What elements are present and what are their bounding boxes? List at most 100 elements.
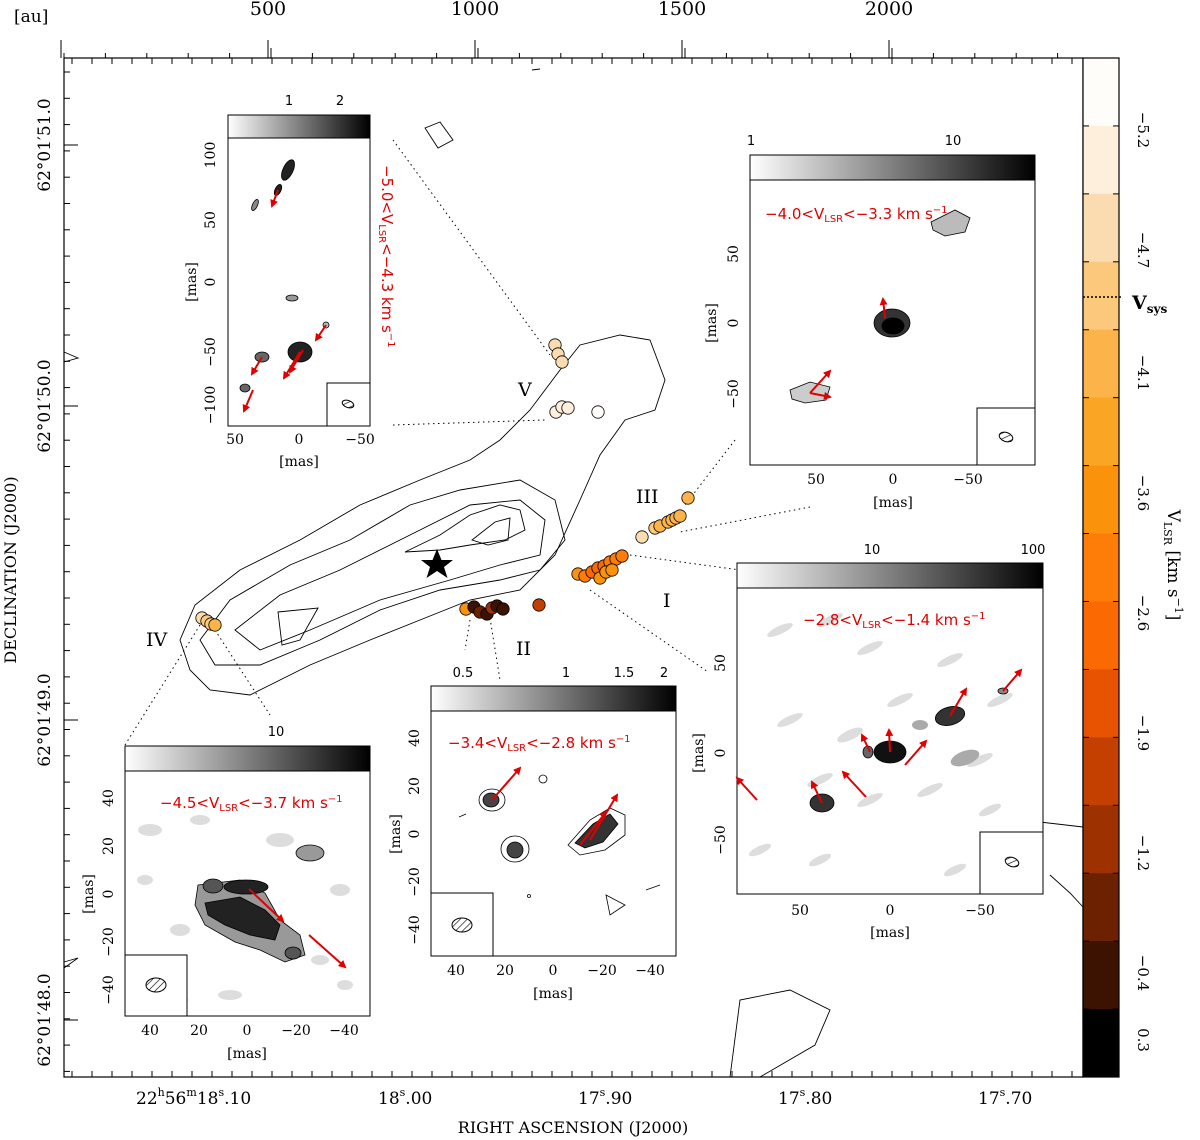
maser-spot-iii <box>635 530 649 544</box>
maser-spot-ii <box>532 598 546 612</box>
svg-text:50: 50 <box>713 654 729 672</box>
svg-text:0: 0 <box>101 890 117 899</box>
svg-text:0: 0 <box>295 432 304 448</box>
maser-spot-ii <box>496 602 510 616</box>
star-marker <box>421 549 453 578</box>
svg-text:17s.70: 17s.70 <box>978 1086 1032 1109</box>
group-label-ii: II <box>516 638 531 660</box>
colorbar-segment <box>1083 329 1119 399</box>
group-label-i: I <box>663 590 671 612</box>
maser-spots <box>195 338 695 632</box>
svg-text:2: 2 <box>336 94 344 109</box>
svg-text:2: 2 <box>660 666 668 681</box>
svg-text:[mas]: [mas] <box>704 303 720 343</box>
colorbar-segment <box>1083 601 1119 670</box>
svg-text:62°01′51.0: 62°01′51.0 <box>35 98 55 191</box>
maser-spot-iii <box>673 509 687 523</box>
vsys-label: Vsys <box>1131 292 1167 316</box>
svg-text:50: 50 <box>203 211 219 229</box>
svg-text:40: 40 <box>407 729 423 747</box>
svg-text:−50: −50 <box>203 337 219 367</box>
ra-tick-labels: 22h56m18s.10 18s.00 17s.90 17s.80 17s.70 <box>136 1086 1032 1109</box>
velocity-colorbar: −5.2 −4.7 −4.1 −3.6 −2.6 −1.9 −1.2 −0.4 0.3 <box>1082 57 1152 1078</box>
svg-text:20: 20 <box>496 963 514 979</box>
svg-text:0: 0 <box>886 903 895 919</box>
svg-text:0: 0 <box>889 472 898 488</box>
colorbar-segment <box>1083 737 1119 806</box>
svg-text:−20: −20 <box>101 927 117 957</box>
top-tick-label: 1500 <box>658 0 706 20</box>
svg-text:0: 0 <box>243 1023 252 1039</box>
svg-text:−40: −40 <box>101 975 117 1005</box>
svg-text:0: 0 <box>203 278 219 287</box>
colorbar-segment <box>1083 805 1119 874</box>
svg-text:−20: −20 <box>281 1023 311 1039</box>
svg-text:−50: −50 <box>726 379 742 409</box>
colorbar-label: VLSR [km s−1] <box>1161 509 1185 621</box>
svg-text:1: 1 <box>285 94 293 109</box>
top-tick-label: 2000 <box>865 0 913 20</box>
svg-text:20: 20 <box>101 837 117 855</box>
top-tick-label: 1000 <box>451 0 499 20</box>
colorbar-segment <box>1083 261 1119 331</box>
inset-ii-title: −3.4<VLSR<−2.8 km s−1 <box>448 734 631 754</box>
continuum-contours <box>63 68 1084 1078</box>
svg-text:40: 40 <box>141 1023 159 1039</box>
svg-text:[mas]: [mas] <box>873 495 913 511</box>
colorbar-tick-label: −4.1 <box>1134 355 1152 391</box>
svg-text:[mas]: [mas] <box>184 262 200 302</box>
svg-text:[mas]: [mas] <box>691 733 707 773</box>
svg-text:20: 20 <box>190 1023 208 1039</box>
svg-text:0: 0 <box>407 830 423 839</box>
svg-text:17s.80: 17s.80 <box>778 1086 832 1109</box>
maser-spot-v <box>561 401 575 415</box>
group-labels: V III I II IV <box>146 379 671 660</box>
colorbar-tick-label: −2.6 <box>1134 595 1152 631</box>
svg-text:[mas]: [mas] <box>533 986 573 1002</box>
top-tick-label: 500 <box>250 0 286 20</box>
colorbar-segment <box>1083 873 1119 942</box>
colorbar-tick-label: −1.9 <box>1134 715 1152 751</box>
svg-text:−50: −50 <box>713 825 729 855</box>
maser-spot-v <box>555 355 569 369</box>
svg-text:−100: −100 <box>203 386 219 424</box>
svg-text:−40: −40 <box>407 915 423 945</box>
svg-text:50: 50 <box>791 903 809 919</box>
svg-text:10: 10 <box>864 543 881 558</box>
inset-group-ii: 0.5 1 1.5 2 40 20 0 −20 <box>388 666 677 1002</box>
svg-text:62°01′50.0: 62°01′50.0 <box>35 359 55 452</box>
colorbar-segment <box>1083 58 1119 127</box>
colorbar-tick-label: 0.3 <box>1134 1028 1152 1052</box>
y-axis-label: DECLINATION (J2000) <box>1 476 20 663</box>
inset-group-i: 10 100 <box>691 543 1045 941</box>
svg-text:62°01′48.0: 62°01′48.0 <box>35 973 55 1066</box>
inset-iii-title: −4.0<VLSR<−3.3 km s−1 <box>765 205 948 225</box>
svg-text:1.5: 1.5 <box>614 666 635 681</box>
colorbar-segment <box>1083 669 1119 738</box>
svg-text:20: 20 <box>407 777 423 795</box>
svg-text:−40: −40 <box>635 963 665 979</box>
svg-text:−50: −50 <box>953 472 983 488</box>
svg-text:[mas]: [mas] <box>81 874 97 914</box>
inset-i-title: −2.8<VLSR<−1.4 km s−1 <box>803 611 986 631</box>
dec-tick-labels: 62°01′51.0 62°01′50.0 62°01′49.0 62°01′4… <box>35 98 55 1066</box>
maser-spot-v <box>591 405 605 419</box>
svg-text:−20: −20 <box>407 867 423 897</box>
svg-text:50: 50 <box>726 245 742 263</box>
svg-text:[mas]: [mas] <box>870 925 910 941</box>
maser-spot-i <box>605 563 619 577</box>
svg-text:18s.00: 18s.00 <box>378 1086 432 1109</box>
group-label-iii: III <box>636 486 659 508</box>
svg-text:17s.90: 17s.90 <box>578 1086 632 1109</box>
svg-text:−20: −20 <box>587 963 617 979</box>
colorbar-segment <box>1083 125 1119 195</box>
group-label-v: V <box>517 379 532 401</box>
group-label-iv: IV <box>146 629 168 651</box>
colorbar-tick-label: −1.2 <box>1134 835 1152 871</box>
svg-text:40: 40 <box>101 789 117 807</box>
svg-text:[mas]: [mas] <box>388 814 404 854</box>
colorbar-segment <box>1083 1009 1119 1078</box>
svg-text:0.5: 0.5 <box>453 666 474 681</box>
inset-iv-title: −4.5<VLSR<−3.7 km s−1 <box>160 794 343 814</box>
svg-text:22h56m18s.10: 22h56m18s.10 <box>136 1086 251 1109</box>
